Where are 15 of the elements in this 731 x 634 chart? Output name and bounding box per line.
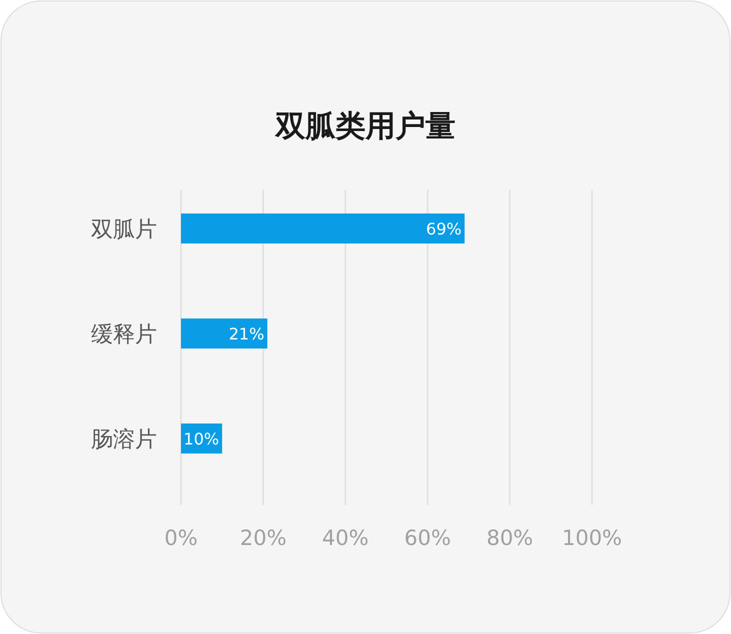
bar bbox=[181, 214, 465, 244]
data-label: 21% bbox=[228, 324, 264, 344]
data-label: 10% bbox=[184, 430, 220, 448]
x-tick-label: 80% bbox=[486, 526, 534, 550]
y-tick-label: 缓释片 bbox=[91, 322, 157, 348]
x-tick-label: 20% bbox=[240, 526, 287, 550]
x-tick-label: 0% bbox=[164, 526, 198, 550]
x-tick-label: 40% bbox=[322, 526, 369, 550]
x-tick-label: 100% bbox=[562, 526, 622, 550]
bar bbox=[181, 318, 268, 348]
y-tick-label: 肠溶片 bbox=[91, 428, 157, 452]
y-tick-label: 双胍片 bbox=[91, 218, 157, 242]
chart-title: 双胍类用户量 bbox=[274, 109, 456, 144]
x-tick-label: 60% bbox=[404, 526, 451, 550]
data-label: 69% bbox=[426, 220, 462, 238]
